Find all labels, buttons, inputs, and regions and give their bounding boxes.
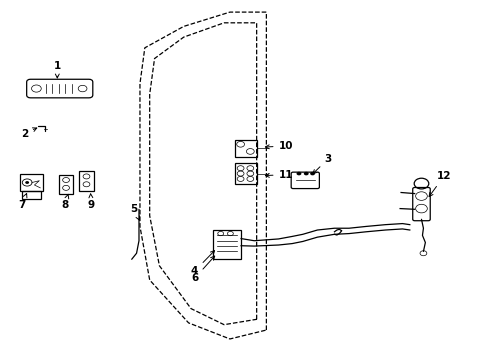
Text: 9: 9 (88, 194, 95, 210)
Text: 10: 10 (265, 141, 292, 151)
Circle shape (296, 172, 301, 175)
Circle shape (25, 181, 29, 184)
Text: 4: 4 (190, 251, 214, 276)
Text: 11: 11 (265, 170, 292, 180)
Text: 1: 1 (54, 61, 61, 78)
Text: 5: 5 (130, 203, 139, 220)
Text: 8: 8 (61, 194, 69, 210)
Circle shape (309, 172, 314, 175)
Text: 3: 3 (312, 154, 331, 174)
Text: 7: 7 (18, 194, 27, 210)
Text: 2: 2 (21, 128, 37, 139)
Circle shape (303, 172, 308, 175)
Text: 6: 6 (191, 256, 214, 283)
Text: 12: 12 (428, 171, 450, 197)
